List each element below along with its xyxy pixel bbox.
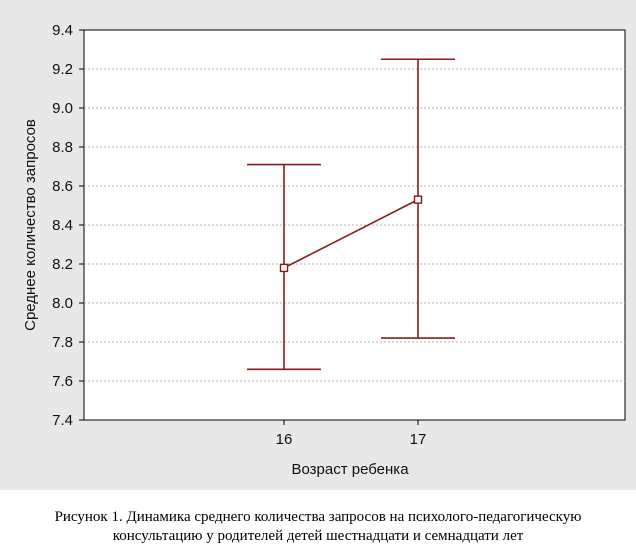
- x-tick-label: 16: [276, 431, 293, 448]
- caption-line-2: консультацию у родителей детей шестнадца…: [112, 528, 524, 544]
- x-tick-label: 17: [410, 431, 427, 448]
- data-marks: [247, 58, 455, 371]
- y-tick-label: 7.6: [52, 373, 73, 390]
- figure-caption: Рисунок 1. Динамика среднего количества …: [0, 508, 636, 546]
- y-tick-label: 7.4: [52, 412, 73, 429]
- caption-line-1: Рисунок 1. Динамика среднего количества …: [54, 509, 582, 525]
- y-tick-label: 9.2: [52, 61, 73, 78]
- y-tick-label: 9.0: [52, 100, 73, 117]
- x-axis-label: Возраст ребенка: [291, 461, 409, 478]
- y-tick-label: 8.2: [52, 256, 73, 273]
- x-axis-ticks: 16 17: [276, 420, 427, 448]
- y-tick-label: 9.4: [52, 22, 73, 39]
- mean-line: [283, 198, 419, 269]
- y-tick-label: 8.8: [52, 139, 73, 156]
- plot-area: [83, 29, 626, 421]
- mean-point: [279, 263, 289, 273]
- mean-point: [413, 195, 423, 204]
- y-tick-label: 8.0: [52, 295, 73, 312]
- y-tick-label: 7.8: [52, 334, 73, 351]
- chart-svg: 9.49.29.08.88.68.48.28.07.87.67.4 16 17 С…: [22, 22, 626, 478]
- y-tick-label: 8.6: [52, 178, 73, 195]
- y-tick-label: 8.4: [52, 217, 73, 234]
- y-axis-label: Среднее количество запросов: [22, 119, 39, 331]
- y-axis-ticks: 9.4 9.2 9.0 8.8 8.6 8.4 8.2 8.0 7.8 7.6 7.4: [52, 22, 84, 429]
